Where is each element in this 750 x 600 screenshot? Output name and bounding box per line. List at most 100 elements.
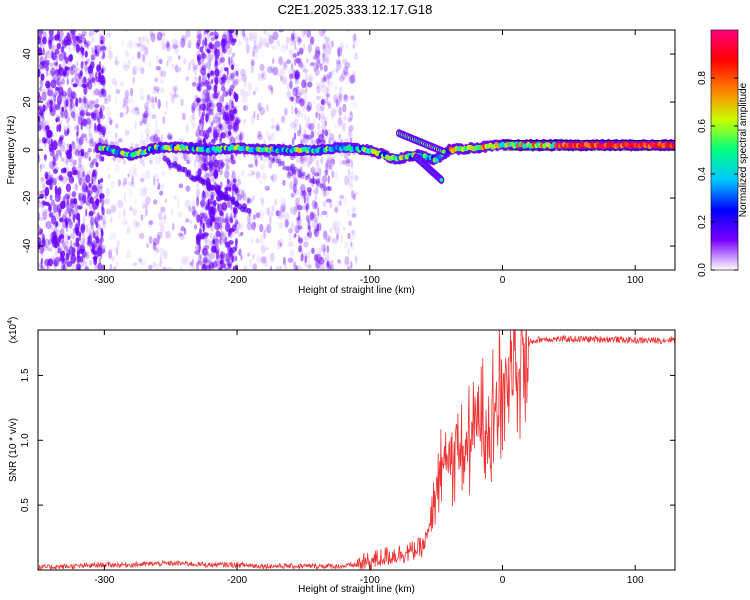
noise-blob: [323, 136, 326, 145]
noise-blob: [291, 137, 295, 146]
noise-blob: [289, 80, 293, 90]
noise-blob: [297, 211, 301, 221]
noise-blob: [78, 178, 84, 186]
noise-blob: [210, 194, 214, 201]
noise-blob: [67, 208, 74, 217]
noise-blob: [159, 190, 164, 196]
noise-blob: [228, 119, 233, 127]
noise-blob: [164, 198, 168, 203]
noise-blob: [86, 124, 92, 130]
noise-blob: [276, 124, 280, 132]
noise-blob: [158, 247, 165, 256]
noise-blob: [69, 248, 72, 254]
noise-blob: [306, 192, 309, 203]
noise-blob: [48, 212, 52, 218]
noise-blob: [145, 202, 149, 208]
noise-blob: [320, 116, 326, 125]
noise-blob: [67, 235, 71, 240]
noise-blob: [326, 245, 330, 254]
noise-blob: [151, 114, 157, 120]
noise-blob: [167, 55, 173, 62]
noise-blob: [62, 141, 66, 147]
noise-blob: [202, 222, 209, 230]
noise-blob: [319, 213, 323, 219]
noise-blob: [115, 55, 118, 65]
noise-blob: [48, 179, 53, 187]
noise-blob: [48, 39, 52, 50]
noise-blob: [228, 74, 234, 82]
noise-blob: [39, 56, 45, 65]
noise-blob: [339, 200, 342, 206]
noise-blob: [322, 57, 325, 62]
noise-blob: [191, 81, 197, 87]
noise-blob: [334, 123, 337, 129]
noise-blob: [184, 255, 190, 266]
noise-blob: [210, 122, 213, 128]
noise-blob: [140, 95, 145, 101]
noise-blob: [349, 230, 355, 235]
noise-blob: [240, 231, 244, 236]
noise-blob: [82, 234, 86, 243]
noise-blob: [299, 112, 304, 118]
noise-blob: [210, 45, 215, 54]
noise-blob: [291, 105, 294, 115]
noise-blob: [247, 216, 253, 224]
noise-blob: [91, 173, 95, 178]
noise-blob: [52, 160, 59, 168]
noise-blob: [65, 233, 69, 243]
noise-blob: [317, 122, 321, 130]
noise-blob: [71, 141, 76, 149]
noise-blob: [66, 260, 73, 268]
noise-blob: [206, 161, 211, 166]
noise-blob: [234, 93, 240, 100]
noise-blob: [183, 153, 190, 162]
noise-blob: [203, 88, 208, 96]
noise-blob: [69, 68, 75, 76]
noise-blob: [41, 91, 47, 102]
noise-blob: [128, 188, 133, 198]
noise-blob: [306, 161, 310, 168]
noise-blob: [161, 43, 166, 50]
noise-blob: [67, 87, 72, 97]
noise-blob: [58, 64, 61, 72]
noise-blob: [56, 124, 59, 133]
noise-blob: [106, 166, 111, 172]
noise-blob: [167, 130, 170, 141]
noise-blob: [207, 132, 213, 139]
noise-blob: [39, 139, 42, 144]
noise-blob: [156, 88, 160, 95]
noise-blob: [338, 106, 343, 117]
noise-blob: [313, 66, 318, 73]
noise-blob: [260, 244, 266, 254]
noise-blob: [76, 35, 80, 41]
noise-blob: [92, 99, 97, 105]
noise-blob: [316, 130, 323, 138]
noise-blob: [66, 158, 69, 166]
noise-blob: [83, 104, 86, 110]
noise-blob: [251, 221, 256, 231]
noise-blob: [58, 37, 63, 46]
x-tick-label: -300: [94, 575, 114, 586]
noise-blob: [48, 30, 54, 37]
noise-blob: [155, 155, 161, 165]
noise-blob: [142, 204, 146, 209]
noise-blob: [351, 101, 358, 109]
noise-blob: [354, 255, 358, 265]
noise-blob: [79, 238, 86, 245]
noise-blob: [63, 125, 68, 133]
noise-blob: [86, 43, 89, 50]
noise-blob: [309, 36, 315, 45]
noise-blob: [124, 50, 130, 58]
noise-blob: [142, 114, 148, 125]
noise-blob: [64, 198, 70, 204]
noise-blob: [82, 37, 87, 45]
noise-blob: [96, 123, 102, 132]
noise-blob: [180, 264, 183, 270]
noise-blob: [51, 71, 55, 77]
noise-blob: [80, 172, 85, 181]
noise-blob: [303, 30, 307, 35]
noise-blob: [257, 42, 263, 50]
noise-blob: [180, 98, 184, 107]
noise-blob: [38, 86, 42, 92]
noise-blob: [39, 80, 43, 85]
